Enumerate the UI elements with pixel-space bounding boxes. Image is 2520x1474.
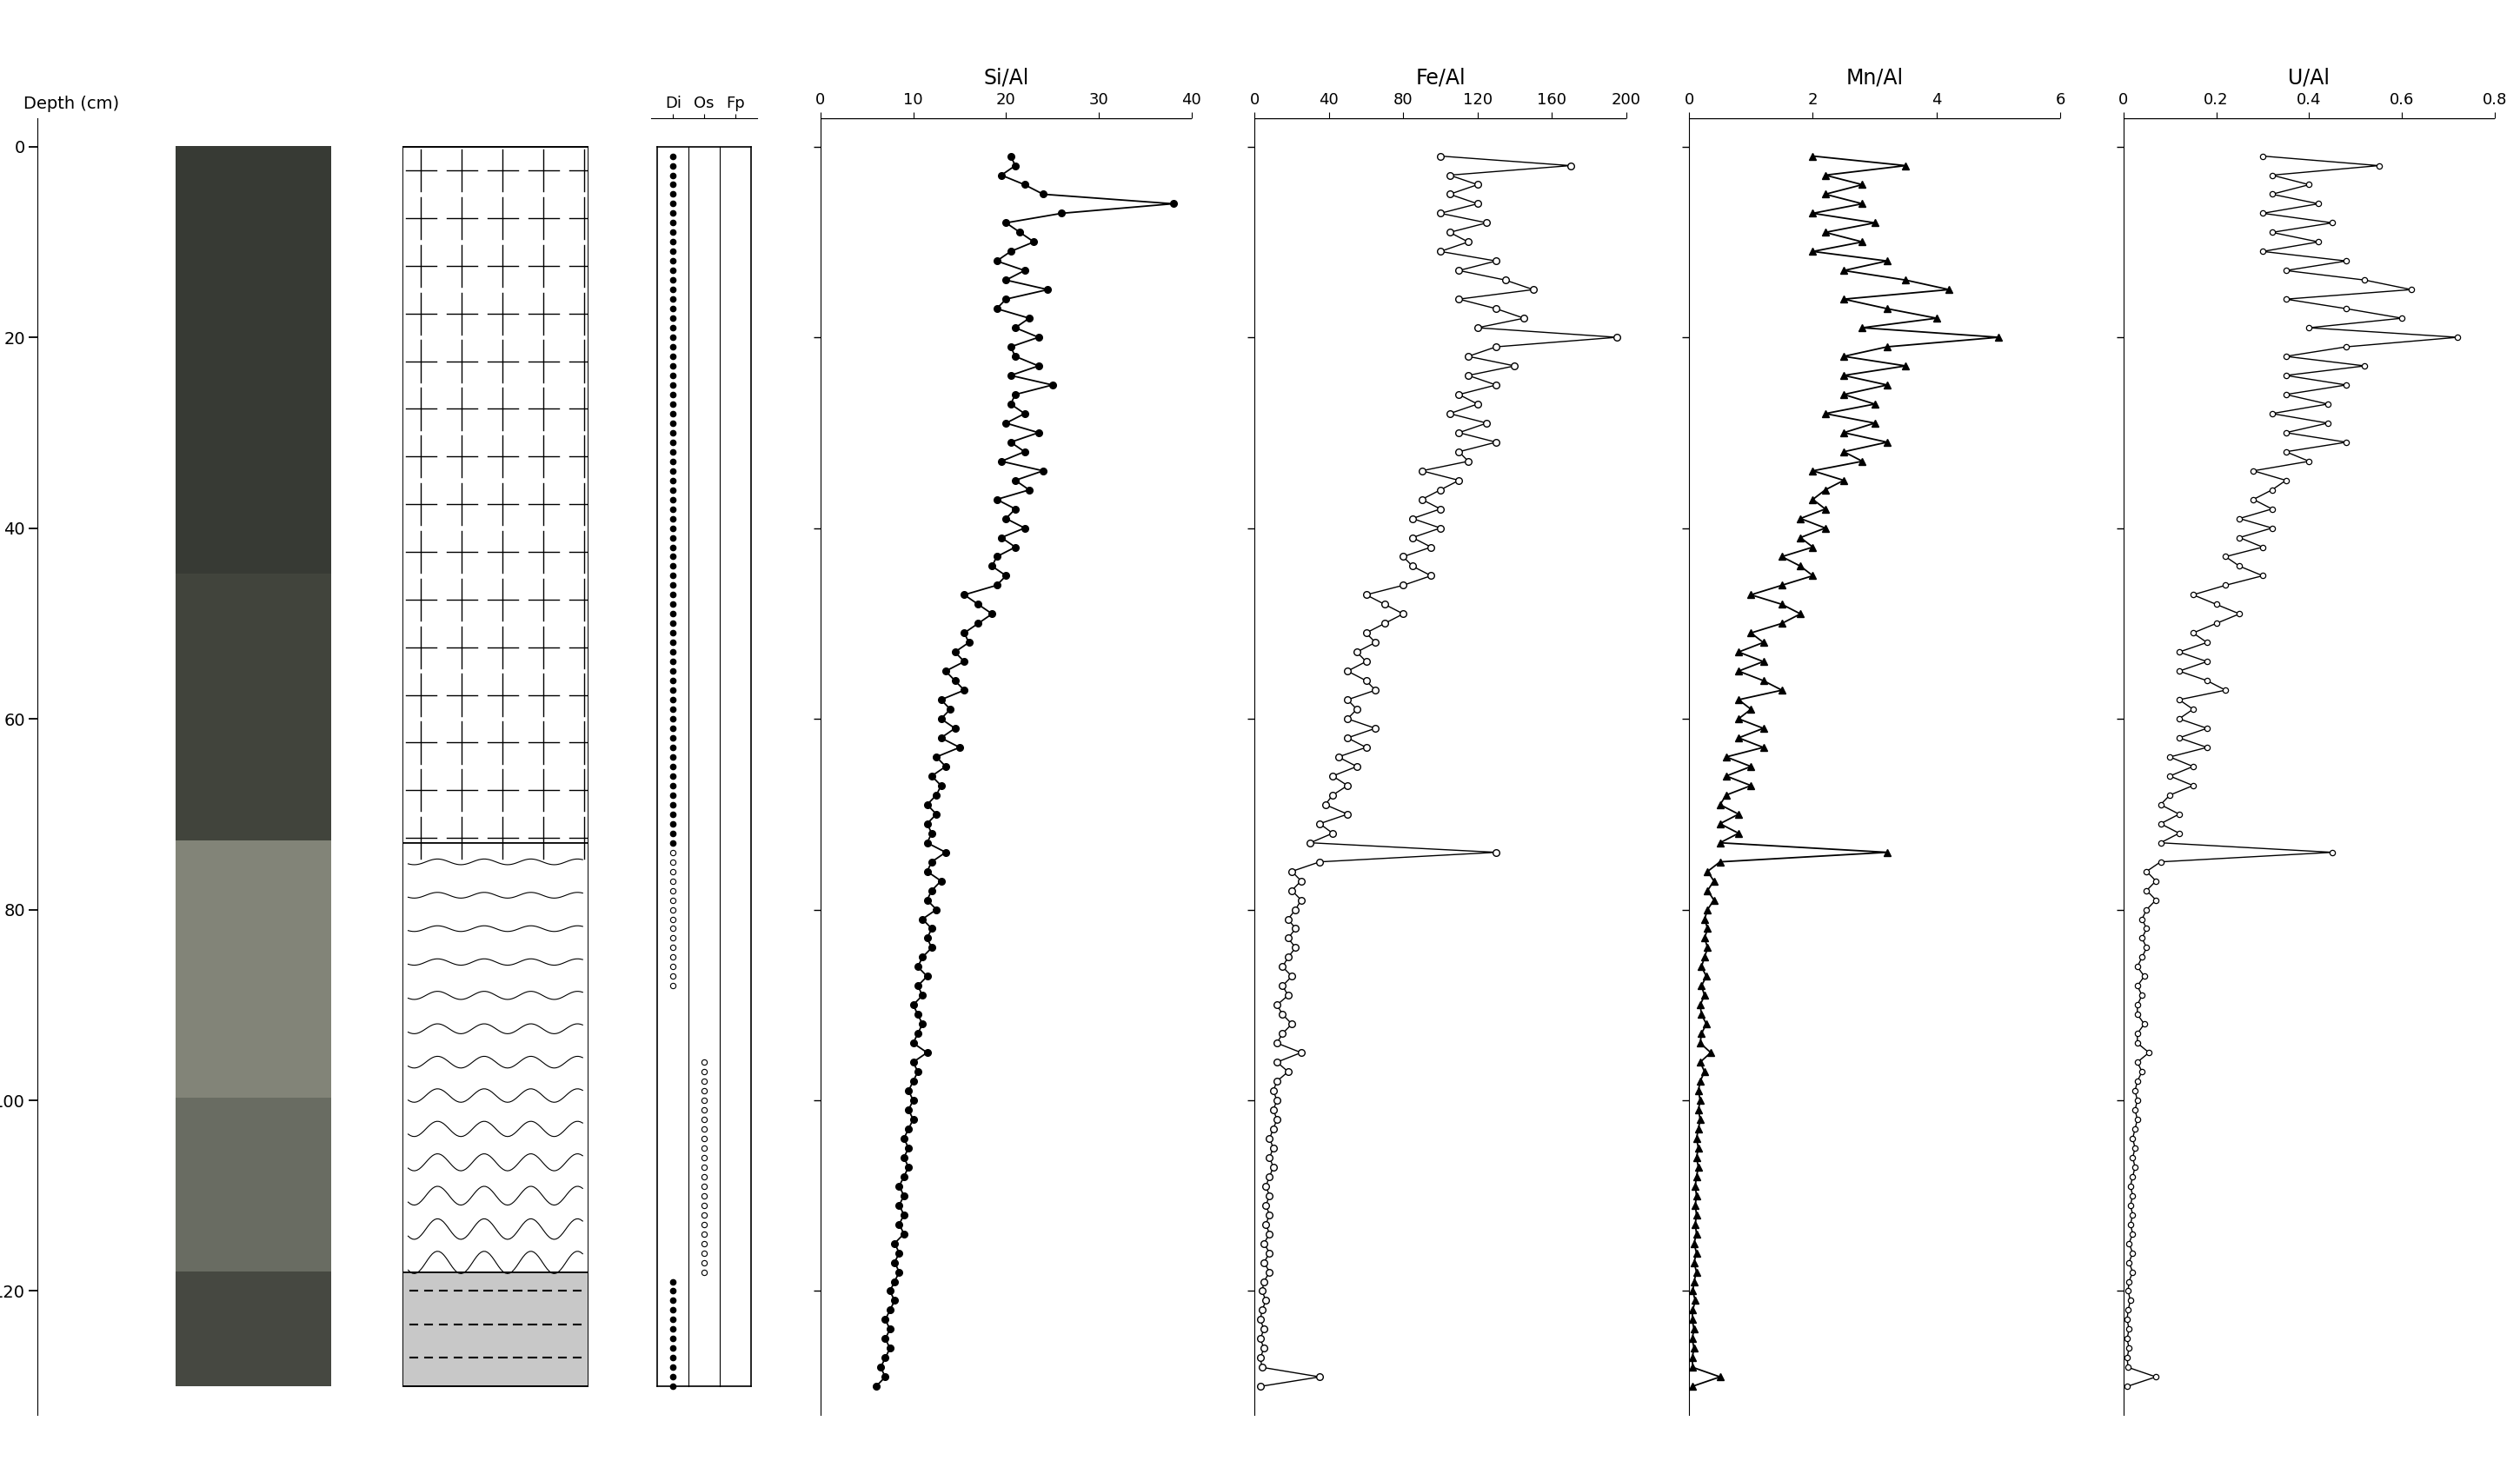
Title: Fe/Al: Fe/Al	[1416, 68, 1467, 88]
Title: Depth (cm): Depth (cm)	[23, 96, 118, 112]
Bar	[403, 1272, 587, 1387]
Bar	[403, 146, 587, 843]
Bar	[403, 843, 587, 1272]
Title: U/Al: U/Al	[2288, 68, 2331, 88]
Title: Mn/Al: Mn/Al	[1847, 68, 1903, 88]
Title: Si/Al: Si/Al	[983, 68, 1028, 88]
